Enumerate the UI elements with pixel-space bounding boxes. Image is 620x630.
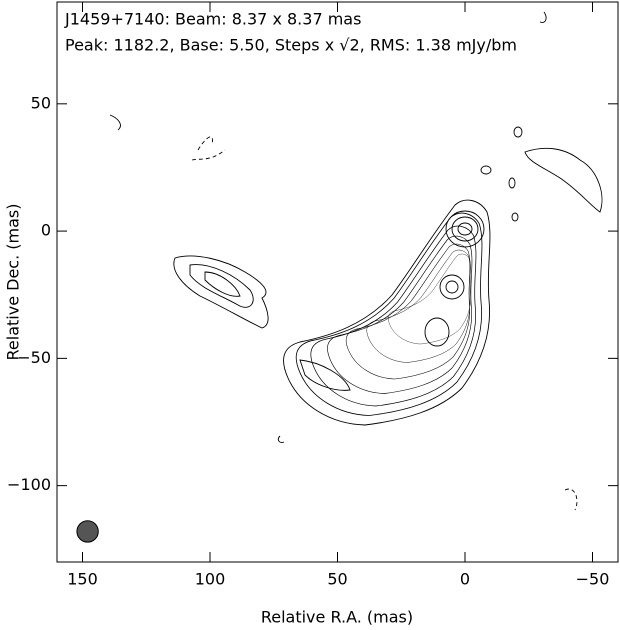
y-axis-label: Relative Dec. (mas) <box>4 204 23 361</box>
x-tick-label: −50 <box>576 570 610 589</box>
chart-title: J1459+7140: Beam: 8.37 x 8.37 mas <box>64 10 361 29</box>
contour <box>189 264 254 308</box>
contour <box>388 253 471 345</box>
contour <box>480 165 492 175</box>
chart-subtitle: Peak: 1182.2, Base: 5.50, Steps x √2, RM… <box>65 36 517 55</box>
contour <box>173 255 269 329</box>
contour <box>508 177 516 189</box>
x-tick-label: 100 <box>195 570 226 589</box>
contour <box>345 243 471 380</box>
contour <box>524 147 603 213</box>
contour <box>327 235 473 394</box>
contour <box>445 210 485 248</box>
y-tick-label: −50 <box>17 348 51 367</box>
contour <box>366 249 471 363</box>
contour <box>513 126 523 138</box>
y-tick-label: 0 <box>41 221 51 240</box>
y-tick-label: 50 <box>31 93 51 112</box>
beam <box>76 520 99 543</box>
contour <box>278 12 546 446</box>
contours <box>109 12 603 510</box>
x-axis-label: Relative R.A. (mas) <box>261 608 413 627</box>
contour <box>451 216 479 242</box>
y-tick-label: −100 <box>7 475 51 494</box>
contour <box>299 359 351 391</box>
contour <box>204 271 241 297</box>
contour <box>109 114 121 131</box>
x-tick-label: 50 <box>327 570 347 589</box>
negative-contour <box>560 489 577 510</box>
contour <box>457 222 473 236</box>
contour <box>445 280 459 294</box>
plot-frame <box>56 1 619 563</box>
contour <box>511 212 519 222</box>
negative-contour <box>192 137 225 170</box>
x-tick-label: 150 <box>67 570 98 589</box>
x-tick-label: 0 <box>460 570 470 589</box>
contour <box>424 317 450 347</box>
contour <box>439 274 465 300</box>
